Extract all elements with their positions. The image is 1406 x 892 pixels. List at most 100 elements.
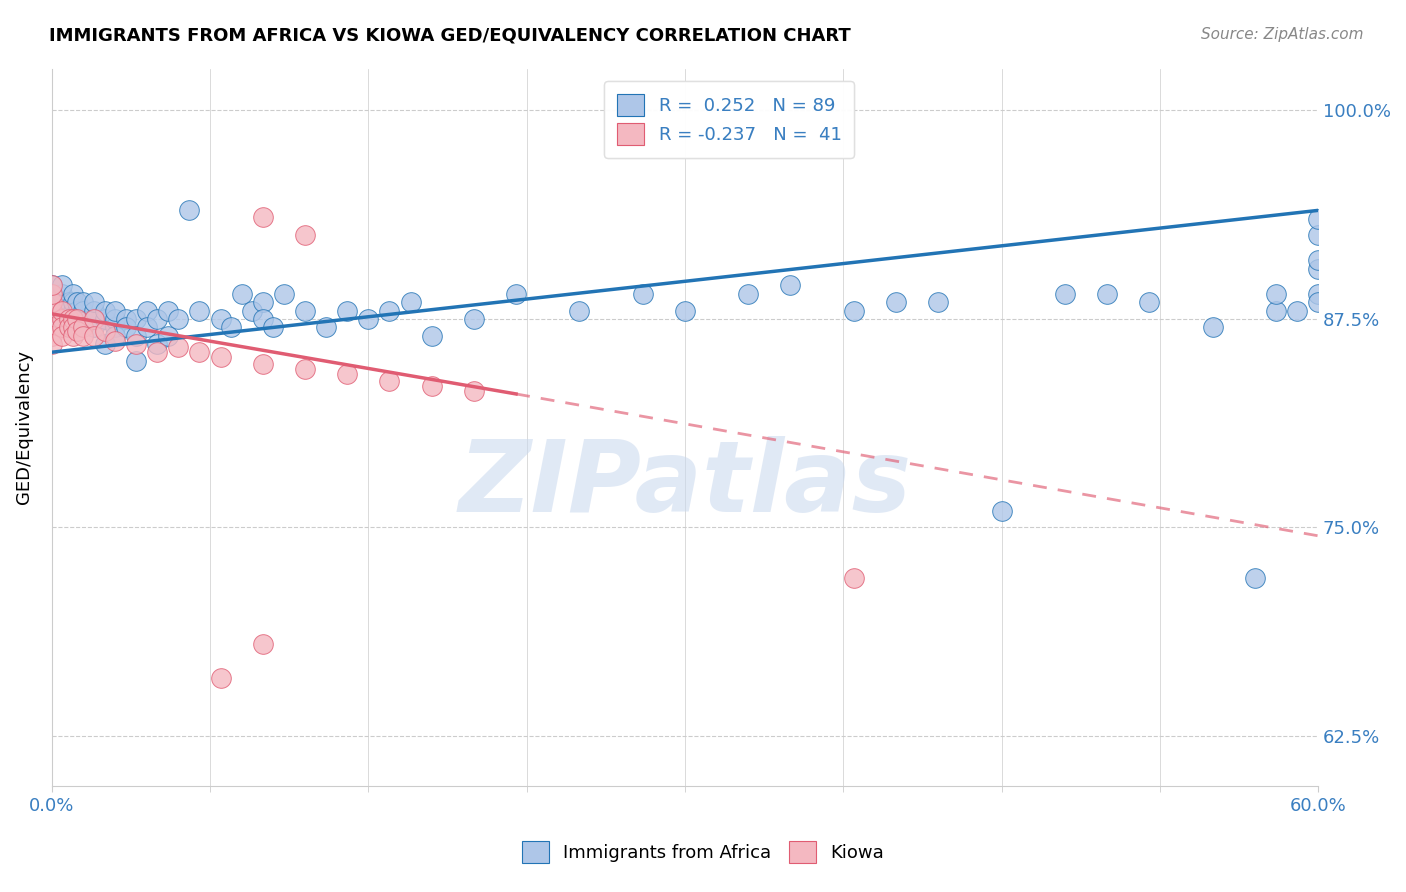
Point: [294, 362, 316, 376]
Point: [41, 286, 63, 301]
Point: [420, 328, 443, 343]
Point: [463, 311, 485, 326]
Point: [378, 374, 401, 388]
Point: [58, 295, 80, 310]
Point: [146, 311, 169, 326]
Point: [104, 334, 127, 348]
Point: [41, 278, 63, 293]
Point: [104, 328, 127, 343]
Point: [62, 328, 84, 343]
Point: [209, 350, 232, 364]
Point: [420, 378, 443, 392]
Point: [252, 295, 274, 310]
Point: [1053, 286, 1076, 301]
Point: [927, 295, 949, 310]
Point: [737, 286, 759, 301]
Point: [1308, 253, 1330, 268]
Point: [336, 303, 359, 318]
Point: [357, 311, 380, 326]
Point: [104, 320, 127, 334]
Point: [41, 328, 63, 343]
Point: [884, 295, 907, 310]
Point: [1308, 261, 1330, 276]
Point: [93, 337, 115, 351]
Point: [1095, 286, 1118, 301]
Point: [336, 367, 359, 381]
Point: [72, 295, 94, 310]
Point: [1285, 303, 1308, 318]
Point: [294, 303, 316, 318]
Point: [58, 320, 80, 334]
Point: [58, 303, 80, 318]
Point: [58, 320, 80, 334]
Text: ZIPatlas: ZIPatlas: [458, 436, 911, 533]
Point: [66, 320, 89, 334]
Point: [252, 210, 274, 224]
Point: [62, 311, 84, 326]
Point: [1201, 320, 1223, 334]
Point: [146, 345, 169, 359]
Point: [62, 320, 84, 334]
Point: [72, 320, 94, 334]
Point: [1308, 228, 1330, 243]
Point: [779, 278, 801, 293]
Point: [51, 311, 73, 326]
Point: [135, 320, 157, 334]
Point: [66, 311, 89, 326]
Point: [167, 340, 190, 354]
Point: [66, 311, 89, 326]
Point: [399, 295, 422, 310]
Point: [41, 337, 63, 351]
Point: [1264, 303, 1286, 318]
Point: [631, 286, 654, 301]
Point: [231, 286, 253, 301]
Point: [673, 303, 696, 318]
Point: [167, 311, 190, 326]
Point: [83, 311, 105, 326]
Point: [209, 671, 232, 685]
Point: [51, 303, 73, 318]
Point: [72, 303, 94, 318]
Point: [51, 311, 73, 326]
Point: [252, 311, 274, 326]
Point: [72, 311, 94, 326]
Point: [240, 303, 263, 318]
Point: [114, 320, 136, 334]
Point: [66, 303, 89, 318]
Point: [58, 311, 80, 326]
Point: [62, 303, 84, 318]
Point: [209, 311, 232, 326]
Point: [51, 286, 73, 301]
Point: [188, 303, 211, 318]
Point: [177, 203, 200, 218]
Point: [41, 320, 63, 334]
Point: [842, 303, 865, 318]
Point: [990, 871, 1012, 885]
Point: [83, 328, 105, 343]
Legend: R =  0.252   N = 89, R = -0.237   N =  41: R = 0.252 N = 89, R = -0.237 N = 41: [605, 81, 853, 158]
Point: [252, 357, 274, 371]
Point: [93, 324, 115, 338]
Point: [93, 311, 115, 326]
Point: [262, 320, 284, 334]
Point: [125, 337, 148, 351]
Point: [62, 320, 84, 334]
Point: [1243, 570, 1265, 584]
Point: [41, 278, 63, 293]
Point: [294, 228, 316, 243]
Point: [51, 295, 73, 310]
Point: [146, 337, 169, 351]
Point: [125, 311, 148, 326]
Point: [62, 311, 84, 326]
Point: [125, 353, 148, 368]
Point: [41, 295, 63, 310]
Point: [135, 303, 157, 318]
Point: [114, 311, 136, 326]
Point: [41, 295, 63, 310]
Point: [990, 504, 1012, 518]
Point: [41, 303, 63, 318]
Point: [72, 328, 94, 343]
Point: [125, 328, 148, 343]
Point: [378, 303, 401, 318]
Text: IMMIGRANTS FROM AFRICA VS KIOWA GED/EQUIVALENCY CORRELATION CHART: IMMIGRANTS FROM AFRICA VS KIOWA GED/EQUI…: [49, 27, 851, 45]
